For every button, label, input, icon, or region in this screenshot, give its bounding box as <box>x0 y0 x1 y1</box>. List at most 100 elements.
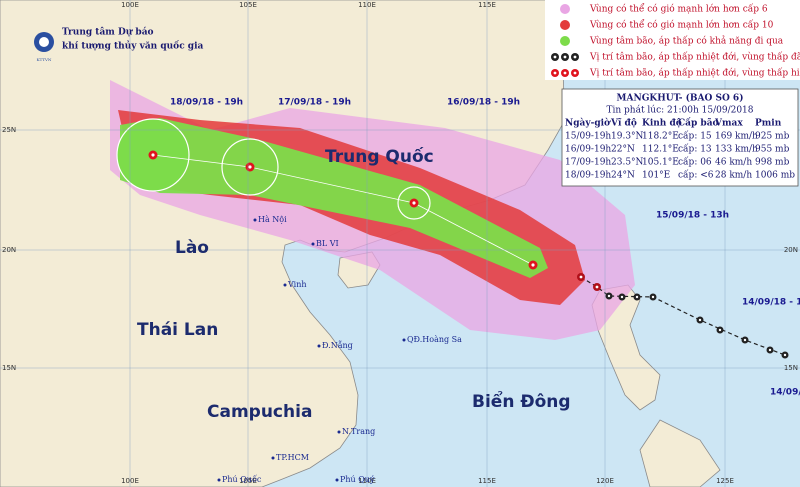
storm-symbols <box>148 150 789 359</box>
storm-eye <box>553 71 557 75</box>
legend-label: Vị trí tâm bão, áp thấp nhiệt đới, vùng … <box>589 68 800 79</box>
table-cell: 169 km/h <box>715 132 758 142</box>
table-cell: 112.1°E <box>642 145 679 155</box>
track-label: 17/09/18 - 19h <box>278 98 351 108</box>
storm-eye <box>768 348 772 352</box>
table-cell: 998 mb <box>755 158 790 168</box>
info-title: MANGKHUT- (BAO SO 6) <box>617 93 744 104</box>
info-issued: Tin phát lúc: 21:00h 15/09/2018 <box>606 105 753 116</box>
legend-swatch <box>560 36 570 46</box>
place-dot <box>283 283 287 287</box>
track-label: 14/09/18 <box>770 388 800 398</box>
table-cell: 22°N <box>611 145 635 155</box>
region-label: Lào <box>175 238 209 258</box>
lon-label: 100E <box>121 477 139 485</box>
org-name: khí tượng thủy văn quốc gia <box>62 40 204 52</box>
lat-label: 15N <box>784 364 798 372</box>
track-label: 15/09/18 - 13h <box>656 211 729 221</box>
table-cell: 46 km/h <box>715 158 752 168</box>
legend-label: Vùng có thể có gió mạnh lớn hơn cấp 6 <box>589 3 768 15</box>
table-cell: 24°N <box>611 171 635 181</box>
table-cell: 118.2°E <box>642 132 679 142</box>
storm-eye <box>620 295 624 299</box>
lat-label: 15N <box>2 364 16 372</box>
place-dot <box>271 456 275 460</box>
info-box <box>561 88 799 187</box>
lat-label: 25N <box>2 126 16 134</box>
table-cell: 925 mb <box>755 132 790 142</box>
place-dot <box>253 218 257 222</box>
place-dot <box>337 430 341 434</box>
place-label: Vinh <box>287 280 307 289</box>
storm-eye <box>412 201 416 205</box>
place-dot <box>317 344 321 348</box>
storm-eye <box>151 153 155 157</box>
column-header: Pmin <box>755 119 782 129</box>
region-label: Campuchia <box>207 402 312 422</box>
storm-eye <box>573 71 577 75</box>
philippine-islands <box>639 419 721 487</box>
legend-label: Vùng tâm bão, áp thấp có khả năng đi qua <box>589 36 784 47</box>
place-dot <box>402 338 406 342</box>
lon-label: 115E <box>478 477 496 485</box>
track-label: 18/09/18 - 19h <box>170 98 243 108</box>
table-cell: 1006 mb <box>755 171 795 181</box>
table-cell: cấp: 13 <box>678 144 712 155</box>
table-cell: 101°E <box>642 171 670 181</box>
table-cell: 133 km/h <box>715 145 758 155</box>
logo <box>39 37 49 47</box>
table-cell: 955 mb <box>755 145 790 155</box>
table-cell: 105.1°E <box>642 158 679 168</box>
region-label: Biển Đông <box>472 390 571 412</box>
storm-eye <box>743 338 747 342</box>
lat-label: 20N <box>2 246 16 254</box>
storm-eye <box>718 328 722 332</box>
table-cell: 18/09-19h <box>565 171 611 181</box>
table-cell: cấp: 06 <box>678 157 712 168</box>
place-label: QĐ.Hoàng Sa <box>407 335 462 344</box>
column-header: Vmax <box>714 119 743 129</box>
header: KTTVN Trung tâm Dự báo khí tượng thủy vă… <box>34 27 204 62</box>
table-cell: cấp: 15 <box>678 131 712 142</box>
table-cell: 15/09-19h <box>565 132 611 142</box>
storm-eye <box>579 275 583 279</box>
lon-label: 115E <box>478 1 496 9</box>
legend-label: Vùng có thể có gió mạnh lớn hơn cấp 10 <box>589 19 774 31</box>
lon-label: 105E <box>239 477 257 485</box>
region-label: Thái Lan <box>137 320 218 340</box>
table-cell: 16/09-19h <box>565 145 611 155</box>
storm-eye <box>783 353 787 357</box>
track-label: 16/09/18 - 19h <box>447 98 520 108</box>
storm-eye <box>563 71 567 75</box>
storm-eye <box>248 165 252 169</box>
place-label: N.Trang <box>342 427 375 436</box>
place-label: Phú Quốc <box>222 475 262 484</box>
storm-eye <box>607 294 611 298</box>
lon-label: 110E <box>358 1 376 9</box>
forecast-track <box>152 154 534 266</box>
table-cell: 28 km/h <box>715 171 752 181</box>
table-cell: cấp: <6 <box>678 170 714 181</box>
column-header: Ngày-giờ <box>565 118 611 129</box>
column-header: Vĩ độ <box>610 118 637 129</box>
place-dot <box>335 478 339 482</box>
labels: 18/09/18 - 19h 17/09/18 - 19h 16/09/18 - 1… <box>137 98 800 485</box>
legend-swatch <box>560 4 570 14</box>
cone-circle <box>221 138 279 196</box>
column-header: Kinh độ <box>642 118 682 129</box>
logo-text: KTTVN <box>37 57 52 62</box>
storm-eye <box>651 295 655 299</box>
lon-label: 100E <box>121 1 139 9</box>
region-label: Trung Quốc <box>325 146 434 167</box>
column-header: Cấp bão <box>678 117 719 129</box>
lon-label: 125E <box>716 477 734 485</box>
storm-eye <box>531 263 535 267</box>
place-label: TP.HCM <box>276 453 309 462</box>
legend: Vùng có thể có gió mạnh lớn hơn cấp 6 Vùn… <box>551 3 800 79</box>
lon-label: 120E <box>596 477 614 485</box>
storm-eye <box>698 318 702 322</box>
place-label: Hà Nội <box>258 215 287 224</box>
place-label: BL VI <box>316 239 339 248</box>
lon-label: 110E <box>358 477 376 485</box>
